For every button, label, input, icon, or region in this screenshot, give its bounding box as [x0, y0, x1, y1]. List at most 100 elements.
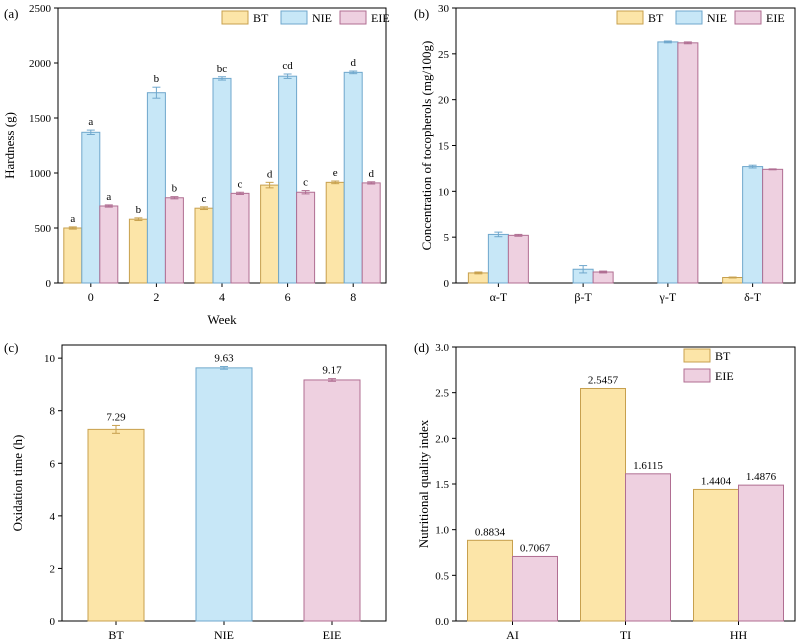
bar	[762, 168, 784, 284]
bar	[487, 233, 509, 284]
bar	[195, 367, 253, 622]
y-axis-label: Nutritional quality index	[416, 419, 431, 548]
legend-label: NIE	[312, 11, 332, 25]
legend-swatch	[734, 10, 762, 25]
panel-b: (b) 0 5 10 15 20 25 30 Concentration of tocopher…	[414, 3, 796, 304]
x-axis-label: Week	[207, 312, 237, 327]
x-tick-label: 6	[285, 290, 291, 304]
bar	[325, 181, 345, 284]
bar	[507, 234, 529, 284]
x-tick-label: AI	[506, 628, 519, 642]
data-label: 9.63	[214, 353, 234, 365]
y-tick-label: 3.0	[435, 342, 449, 354]
bar	[467, 539, 513, 622]
data-label: d	[267, 168, 273, 180]
data-label: a	[70, 213, 75, 225]
data-label: c	[202, 193, 207, 205]
legend-label: EIE	[766, 11, 785, 25]
data-label: a	[106, 191, 111, 203]
bar	[657, 41, 679, 284]
y-tick-label: 2.5	[435, 388, 449, 400]
bar	[260, 184, 280, 284]
legend-swatch	[675, 10, 703, 25]
data-label: b	[154, 73, 160, 85]
panel-c: (c) 0 2 4 6 8 10 Oxidation time (h) BT 7.29 NIE 9.6…	[4, 340, 387, 642]
legend-label: NIE	[707, 11, 727, 25]
y-tick-label: 2	[50, 563, 56, 575]
data-label: 7.29	[106, 411, 126, 423]
data-label: 1.4404	[701, 475, 732, 487]
y-tick-label: 2000	[29, 58, 52, 70]
data-label: 2.5457	[588, 374, 619, 386]
y-tick-label: 1.0	[435, 525, 449, 537]
legend-swatch	[221, 10, 249, 25]
x-tick-label: NIE	[214, 628, 234, 642]
bar	[693, 488, 739, 622]
data-label: 0.7067	[520, 542, 551, 554]
x-tick-label: TI	[620, 628, 631, 642]
x-tick-label: HH	[730, 628, 748, 642]
data-label: b	[172, 183, 178, 195]
y-tick-label: 2.0	[435, 433, 449, 445]
x-tick-label: 8	[350, 290, 356, 304]
legend-label: EIE	[715, 369, 734, 383]
y-tick-label: 500	[35, 223, 52, 235]
data-label: d	[350, 57, 356, 69]
bar	[303, 379, 361, 622]
bar	[146, 92, 166, 284]
bar	[625, 473, 671, 622]
panel-a: (a) 0 500 1000 1500 2000 2500 Hardness (g) Week 0…	[2, 3, 390, 327]
bar	[128, 218, 148, 284]
bar	[278, 75, 298, 284]
bar	[677, 42, 699, 284]
bar	[343, 71, 363, 284]
y-tick-label: 0.0	[435, 616, 449, 628]
x-tick-label: 0	[88, 290, 94, 304]
bar	[81, 131, 101, 284]
y-tick-label: 0	[46, 278, 52, 290]
y-tick-label: 0.5	[435, 570, 449, 582]
legend-label: BT	[648, 11, 664, 25]
bar	[512, 555, 558, 622]
y-tick-label: 1000	[29, 168, 52, 180]
panel-d: (d) 0.0 0.5 1.0 1.5 2.0 2.5 3.0 Nutritional qual…	[414, 340, 796, 642]
legend-swatch	[683, 368, 711, 383]
x-tick-label: β-T	[574, 290, 592, 304]
legend-label: BT	[253, 11, 269, 25]
legend-swatch	[683, 348, 711, 363]
legend-label: EIE	[371, 11, 390, 25]
y-tick-label: 6	[50, 458, 56, 470]
y-tick-label: 1500	[29, 113, 52, 125]
bar	[592, 271, 614, 284]
bar	[164, 197, 184, 284]
y-tick-label: 25	[438, 49, 450, 61]
y-tick-label: 10	[438, 186, 450, 198]
x-tick-label: 4	[219, 290, 225, 304]
data-label: d	[368, 168, 374, 180]
data-label: 1.4876	[746, 471, 777, 483]
data-label: a	[88, 116, 93, 128]
legend-swatch	[616, 10, 644, 25]
bar	[212, 77, 232, 284]
y-tick-label: 15	[438, 141, 450, 153]
y-axis-label: Hardness (g)	[2, 112, 17, 179]
panel-tag: (c)	[4, 340, 18, 355]
x-tick-label: BT	[108, 628, 124, 642]
bar	[296, 191, 316, 284]
legend-swatch	[280, 10, 308, 25]
legend-swatch	[339, 10, 367, 25]
panel-tag: (d)	[414, 340, 429, 355]
data-label: cd	[282, 60, 293, 72]
data-label: bc	[217, 63, 228, 75]
bar	[742, 166, 764, 284]
panel-tag: (a)	[4, 6, 18, 21]
x-tick-label: EIE	[323, 628, 342, 642]
y-tick-label: 10	[44, 353, 56, 365]
y-axis-label: Oxidation time (h)	[10, 435, 25, 532]
data-label: c	[238, 178, 243, 190]
data-label: 1.6115	[633, 460, 663, 472]
data-label: e	[333, 167, 338, 179]
bar	[194, 207, 214, 284]
bar	[87, 428, 145, 622]
